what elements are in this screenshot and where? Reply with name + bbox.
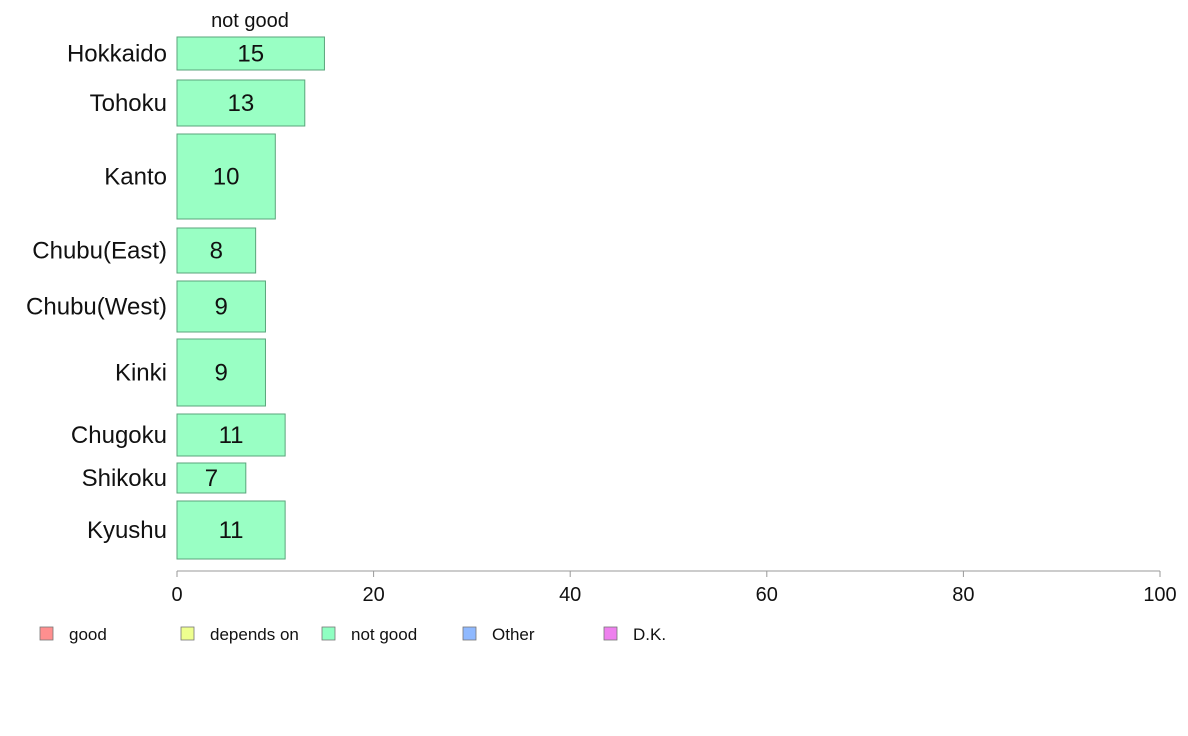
x-axis: 0 20 40 60 80 100 — [171, 570, 1177, 606]
legend-label: Other — [492, 625, 535, 644]
legend-label: depends on — [210, 625, 299, 644]
bar — [176, 338, 266, 407]
y-tick-label: Kinki — [115, 360, 167, 387]
y-tick-label: Kanto — [104, 164, 167, 191]
series-heading: not good — [211, 10, 289, 32]
bar — [176, 500, 286, 560]
y-tick-label: Kyushu — [87, 517, 167, 544]
data-label: 9 — [215, 294, 228, 321]
legend-swatch — [321, 626, 336, 641]
legend-swatch — [462, 626, 477, 641]
data-label: 11 — [219, 422, 244, 449]
x-tick-label: 80 — [952, 584, 974, 606]
bar — [176, 133, 276, 220]
y-tick-label: Chugoku — [71, 422, 167, 449]
bar — [176, 36, 325, 71]
data-label: 9 — [215, 360, 228, 387]
x-tick-label: 20 — [362, 584, 384, 606]
y-tick-label: Shikoku — [82, 465, 167, 492]
x-tick-label: 40 — [559, 584, 581, 606]
bar — [176, 79, 306, 127]
y-tick-label: Chubu(West) — [26, 294, 167, 321]
data-label: 8 — [210, 238, 223, 265]
legend-swatch — [603, 626, 618, 641]
data-label: 7 — [205, 465, 218, 492]
legend-swatch — [180, 626, 195, 641]
y-tick-label: Hokkaido — [67, 41, 167, 68]
legend-label: good — [69, 625, 107, 644]
legend: good depends on not good Other D.K. — [39, 625, 666, 644]
x-tick-label: 0 — [171, 584, 182, 606]
data-label: 15 — [237, 41, 264, 68]
x-tick-label: 100 — [1143, 584, 1176, 606]
data-label: 10 — [213, 164, 240, 191]
data-label: 11 — [219, 517, 244, 544]
legend-label: not good — [351, 625, 417, 644]
bars-group: Hokkaido 15 Tohoku 13 Kanto 10 Chubu(East) 8 Chu… — [26, 36, 325, 560]
y-tick-label: Tohoku — [90, 90, 167, 117]
y-tick-label: Chubu(East) — [32, 238, 167, 265]
bar — [176, 413, 286, 457]
bar — [176, 227, 257, 274]
data-label: 13 — [228, 90, 255, 117]
legend-swatch — [39, 626, 54, 641]
x-tick-label: 60 — [756, 584, 778, 606]
legend-label: D.K. — [633, 625, 666, 644]
bar — [176, 462, 247, 494]
bar — [176, 280, 266, 333]
